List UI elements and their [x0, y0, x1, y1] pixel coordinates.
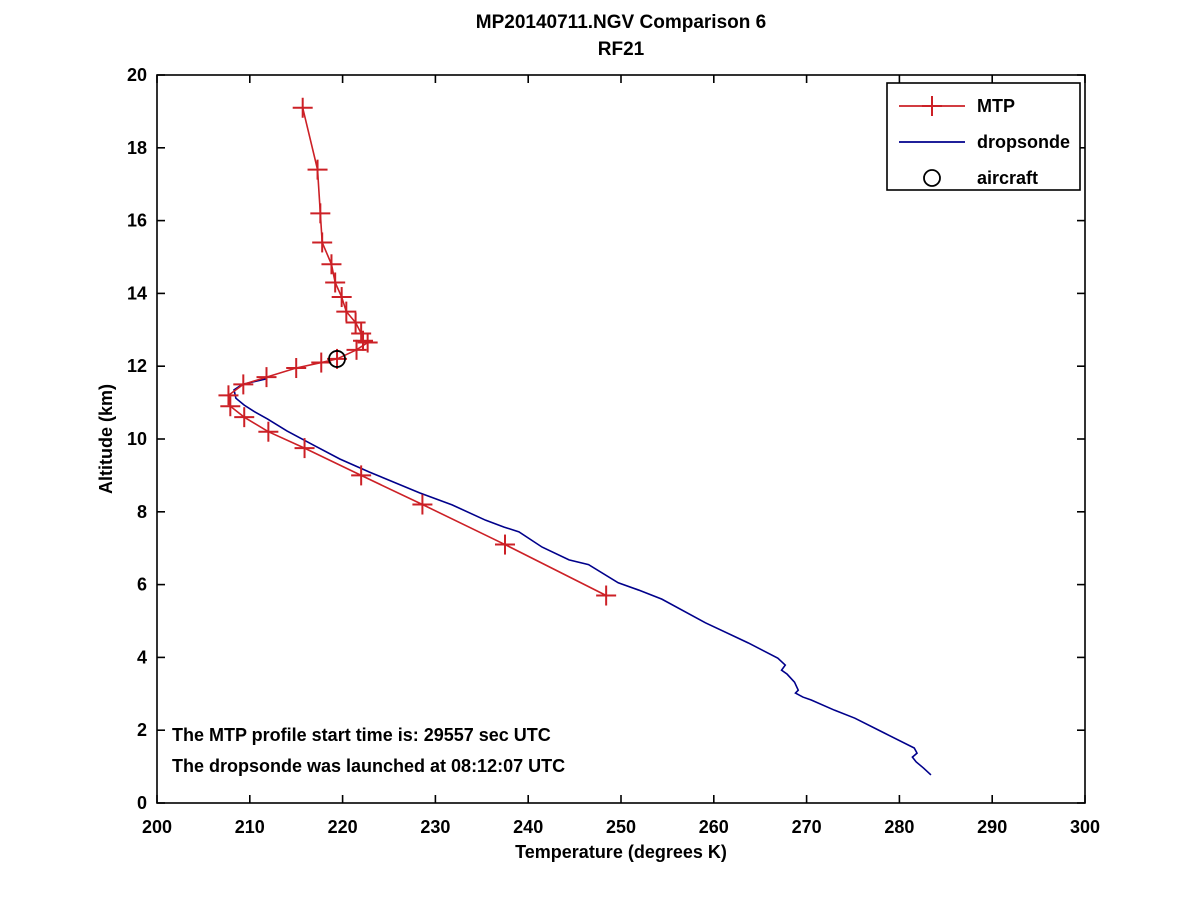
x-tick-label: 200	[142, 817, 172, 837]
y-axis-label: Altitude (km)	[96, 384, 116, 494]
x-tick-label: 250	[606, 817, 636, 837]
legend-aircraft-sample	[923, 169, 941, 187]
y-tick-label: 8	[137, 502, 147, 522]
legend-box	[886, 82, 1081, 191]
y-tick-label: 14	[127, 283, 147, 303]
x-tick-label: 280	[884, 817, 914, 837]
y-tick-label: 10	[127, 429, 147, 449]
y-tick-label: 2	[137, 720, 147, 740]
chart-subtitle: RF21	[598, 39, 645, 60]
legend-entry-label: aircraft	[977, 168, 1038, 188]
dropsonde-line	[233, 377, 932, 776]
x-tick-label: 220	[328, 817, 358, 837]
aircraft-marker	[328, 350, 346, 368]
x-tick-label: 240	[513, 817, 543, 837]
x-tick-label: 300	[1070, 817, 1100, 837]
x-tick-label: 230	[420, 817, 450, 837]
y-tick-label: 20	[127, 65, 147, 85]
y-tick-label: 0	[137, 793, 147, 813]
y-tick-label: 4	[137, 647, 147, 667]
plot-layer: 200 210 220 230 240 250 260 270 280 290 300 0 2 4 6 8 10…	[127, 65, 1100, 837]
x-tick-label: 260	[699, 817, 729, 837]
axes-box	[156, 74, 1086, 804]
y-tick-label: 18	[127, 138, 147, 158]
y-tick-label: 6	[137, 575, 147, 595]
x-tick-label: 210	[235, 817, 265, 837]
y-tick-label: 12	[127, 356, 147, 376]
chart-title: MP20140711.NGV Comparison 6	[476, 12, 766, 33]
x-tick-label: 290	[977, 817, 1007, 837]
legend: MTP dropsonde aircraft	[886, 82, 1081, 191]
annotation-dropsonde-launch: The dropsonde was launched at 08:12:07 U…	[172, 756, 565, 776]
x-tick-label: 270	[792, 817, 822, 837]
legend-entry-label: dropsonde	[977, 132, 1070, 152]
x-axis-label: Temperature (degrees K)	[515, 842, 727, 862]
annotation-mtp-start-time: The MTP profile start time is: 29557 sec…	[172, 725, 551, 745]
y-tick-label: 16	[127, 211, 147, 231]
legend-entry-label: MTP	[977, 96, 1015, 116]
